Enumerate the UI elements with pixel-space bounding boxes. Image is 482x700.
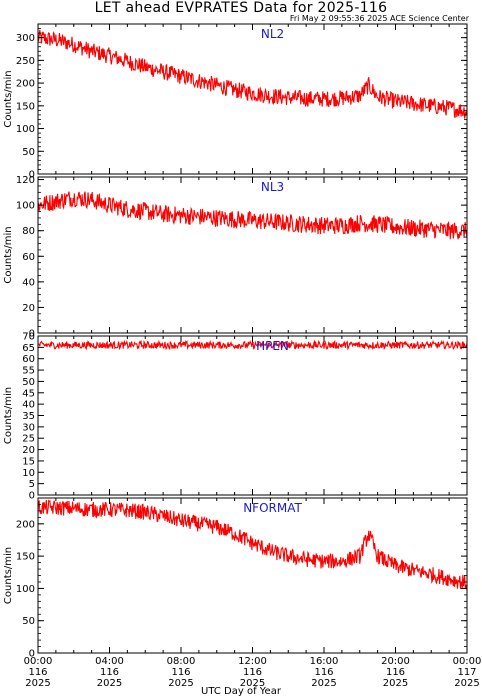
y-tick-label: 50 [22,147,35,158]
x-tick-label-line: 2025 [454,678,479,689]
x-tick-label-line: 117 [457,667,476,678]
y-tick-label: 80 [22,226,35,237]
x-tick-label-line: 116 [386,667,405,678]
x-tick-label-line: 116 [243,667,262,678]
panel-frame [37,176,468,334]
y-tick-label: 150 [16,101,35,112]
series-line-nformat [38,499,467,590]
y-tick-label: 30 [22,422,35,433]
series-line-nl3 [38,191,467,240]
y-axis-label: Counts/min [3,70,14,127]
y-tick-label: 35 [22,411,35,422]
series-line-hpen [38,339,467,351]
y-tick-label: 0 [29,170,35,181]
y-tick-label: 200 [16,519,35,530]
x-tick-label-line: 116 [100,667,119,678]
y-tick-label: 100 [16,584,35,595]
panel-series-name: HPEN [256,339,289,353]
panel-frame [37,335,468,496]
x-tick-label-line: 116 [171,667,190,678]
y-tick-label: 25 [22,434,35,445]
y-tick-label: 300 [16,33,35,44]
y-tick-label: 15 [22,456,35,467]
y-tick-label: 250 [16,56,35,67]
y-tick-label: 60 [22,354,35,365]
panel-nformat: 0 50 100 150 200 Counts/min NFORMAT [3,497,468,660]
panel-nl3: 0 20 40 60 80 100 120 Counts/min NL3 [3,175,468,340]
y-tick-label: 20 [22,445,35,456]
y-tick-label: 0 [29,491,35,502]
x-tick-label-line: 12:00 [238,656,267,667]
x-axis-title: UTC Day of Year [201,686,281,697]
y-tick-label: 65 [22,343,35,354]
y-tick-label: 20 [22,303,35,314]
y-tick-label: 0 [29,329,35,340]
y-tick-label: 150 [16,552,35,563]
x-tick-label-line: 00:00 [24,656,53,667]
x-tick-label-line: 16:00 [310,656,339,667]
x-tick-label-line: 2025 [168,678,193,689]
x-tick-label-line: 2025 [25,678,50,689]
x-tick-label-line: 116 [314,667,333,678]
panel-series-name: NL3 [261,180,284,194]
y-tick-label: 45 [22,388,35,399]
x-tick-label-line: 20:00 [381,656,410,667]
y-tick-label: 100 [16,201,35,212]
x-tick-label-line: 2025 [97,678,122,689]
panel-hpen: 0510152025303540455055606570Counts/minHP… [3,332,468,502]
y-tick-label: 100 [16,124,35,135]
y-tick-label: 55 [22,366,35,377]
x-tick-label-line: 116 [28,667,47,678]
y-tick-label: 40 [22,277,35,288]
x-tick-label-line: 2025 [240,678,265,689]
page-title: LET ahead EVPRATES Data for 2025-116 [94,0,388,16]
x-tick-label-line: 2025 [311,678,336,689]
x-tick-label-line: 04:00 [95,656,124,667]
series-line-nl2 [38,29,467,119]
timestamp: Fri May 2 09:55:36 2025 ACE Science Cent… [289,14,469,23]
y-tick-label: 10 [22,468,35,479]
panel-nl2: 0 50 100 150 200 250 300 Counts/min NL2 [3,23,468,181]
y-axis-label: Counts/min [3,547,14,604]
y-tick-label: 50 [22,377,35,388]
panel-series-name: NL2 [261,27,284,41]
y-tick-label: 5 [29,479,35,490]
y-tick-label: 40 [22,400,35,411]
y-tick-label: 70 [22,332,35,343]
panel-series-name: NFORMAT [243,501,302,515]
x-tick-label-line: 2025 [383,678,408,689]
y-tick-label: 60 [22,252,35,263]
y-tick-label: 120 [16,175,35,186]
y-axis-label: Counts/min [3,387,14,444]
y-tick-label: 50 [22,616,35,627]
x-tick-label-line: 00:00 [453,656,482,667]
panel-frame [37,497,468,654]
y-axis-label: Counts/min [3,226,14,283]
y-tick-label: 0 [29,649,35,660]
y-tick-label: 200 [16,79,35,90]
x-tick-label-line: 08:00 [167,656,196,667]
